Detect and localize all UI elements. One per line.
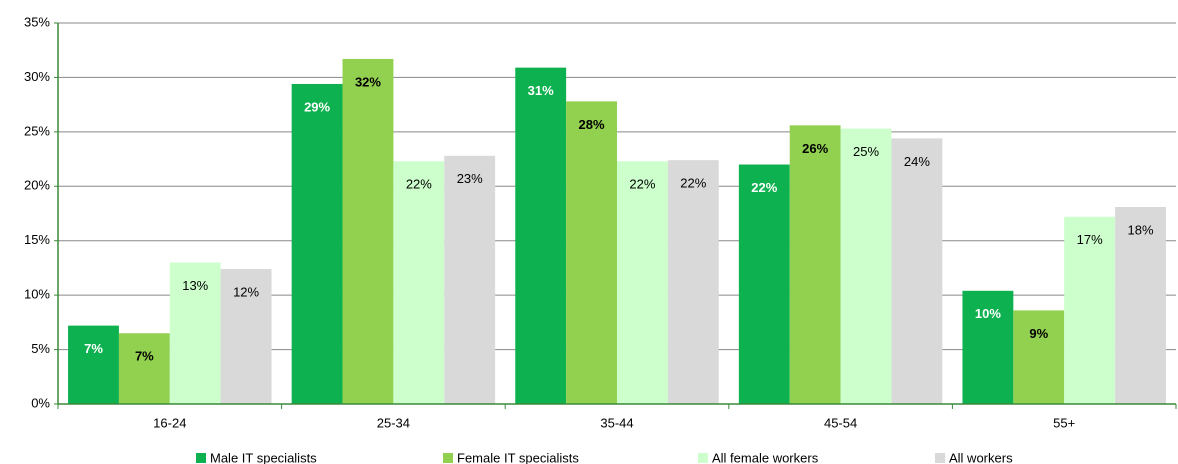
y-tick-label: 30%: [24, 69, 50, 84]
legend-swatch: [443, 453, 453, 463]
data-label: 31%: [528, 83, 554, 98]
bar: [118, 333, 170, 404]
data-label: 26%: [802, 141, 828, 156]
bar: [291, 83, 343, 405]
y-tick-label: 35%: [24, 14, 50, 29]
data-label: 29%: [304, 99, 330, 114]
bar: [515, 67, 567, 404]
data-label: 12%: [233, 284, 259, 299]
bar: [962, 290, 1014, 404]
data-label: 13%: [182, 278, 208, 293]
bar: [667, 160, 719, 404]
y-tick-label: 25%: [24, 123, 50, 138]
y-tick-label: 0%: [31, 395, 50, 410]
bar: [840, 128, 892, 404]
bar: [342, 58, 394, 405]
y-tick-label: 10%: [24, 287, 50, 302]
legend-label: Female IT specialists: [457, 450, 579, 464]
data-label: 18%: [1127, 222, 1153, 237]
data-label: 17%: [1077, 232, 1103, 247]
bar: [789, 125, 841, 404]
x-tick-label: 25-34: [377, 415, 410, 430]
data-label: 22%: [680, 176, 706, 191]
bar: [1064, 216, 1116, 404]
bar: [617, 161, 668, 404]
data-label: 22%: [751, 180, 777, 195]
data-label: 7%: [135, 349, 154, 364]
x-tick-label: 55+: [1053, 415, 1075, 430]
bar: [220, 269, 272, 404]
legend-label: All workers: [949, 450, 1013, 464]
x-tick-label: 35-44: [600, 415, 633, 430]
data-label: 7%: [84, 341, 103, 356]
data-label: 24%: [904, 154, 930, 169]
bar: [891, 138, 943, 405]
data-label: 10%: [975, 306, 1001, 321]
legend-label: All female workers: [712, 450, 819, 464]
bar: [566, 101, 617, 405]
bar: [738, 164, 790, 404]
data-label: 22%: [629, 177, 655, 192]
data-label: 25%: [853, 144, 879, 159]
legend-swatch: [698, 453, 708, 463]
y-tick-label: 15%: [24, 232, 50, 247]
legend-swatch: [196, 453, 206, 463]
legend-swatch: [935, 453, 945, 463]
bar: [1115, 206, 1166, 404]
data-label: 32%: [355, 74, 381, 89]
data-label: 22%: [406, 177, 432, 192]
data-label: 23%: [457, 171, 483, 186]
bar: [1013, 310, 1065, 404]
data-label: 28%: [579, 117, 605, 132]
x-tick-label: 16-24: [153, 415, 186, 430]
bar: [169, 262, 221, 404]
bar: [68, 325, 119, 404]
bar: [444, 155, 496, 404]
bar: [393, 161, 445, 404]
y-tick-label: 20%: [24, 178, 50, 193]
x-tick-label: 45-54: [824, 415, 857, 430]
data-label: 9%: [1029, 326, 1048, 341]
legend-label: Male IT specialists: [210, 450, 317, 464]
y-tick-label: 5%: [31, 341, 50, 356]
